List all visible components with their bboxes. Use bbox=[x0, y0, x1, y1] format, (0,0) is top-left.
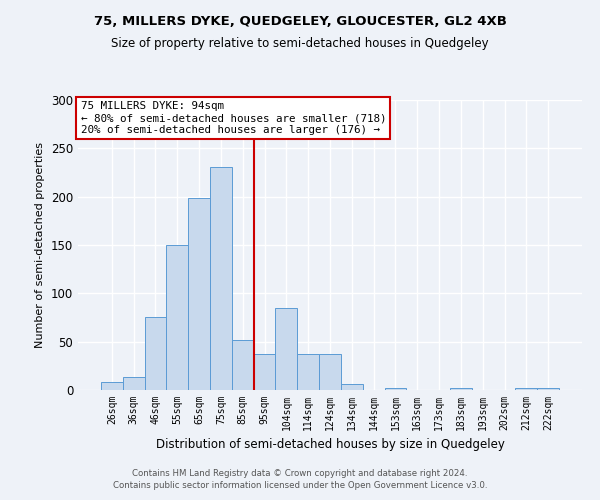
Bar bbox=[537, 388, 559, 390]
Text: Size of property relative to semi-detached houses in Quedgeley: Size of property relative to semi-detach… bbox=[111, 38, 489, 51]
X-axis label: Distribution of semi-detached houses by size in Quedgeley: Distribution of semi-detached houses by … bbox=[155, 438, 505, 452]
Bar bbox=[385, 388, 406, 390]
Bar bbox=[188, 198, 210, 390]
Bar bbox=[210, 166, 232, 390]
Bar bbox=[232, 340, 254, 390]
Bar bbox=[275, 308, 297, 390]
Text: Contains public sector information licensed under the Open Government Licence v3: Contains public sector information licen… bbox=[113, 481, 487, 490]
Bar bbox=[254, 354, 275, 390]
Bar bbox=[145, 316, 166, 390]
Bar bbox=[341, 384, 363, 390]
Bar bbox=[297, 354, 319, 390]
Bar bbox=[319, 354, 341, 390]
Bar bbox=[123, 378, 145, 390]
Text: 75, MILLERS DYKE, QUEDGELEY, GLOUCESTER, GL2 4XB: 75, MILLERS DYKE, QUEDGELEY, GLOUCESTER,… bbox=[94, 15, 506, 28]
Bar bbox=[515, 388, 537, 390]
Text: Contains HM Land Registry data © Crown copyright and database right 2024.: Contains HM Land Registry data © Crown c… bbox=[132, 468, 468, 477]
Y-axis label: Number of semi-detached properties: Number of semi-detached properties bbox=[35, 142, 46, 348]
Bar bbox=[450, 388, 472, 390]
Bar bbox=[101, 382, 123, 390]
Bar bbox=[166, 245, 188, 390]
Text: 75 MILLERS DYKE: 94sqm
← 80% of semi-detached houses are smaller (718)
20% of se: 75 MILLERS DYKE: 94sqm ← 80% of semi-det… bbox=[80, 102, 386, 134]
